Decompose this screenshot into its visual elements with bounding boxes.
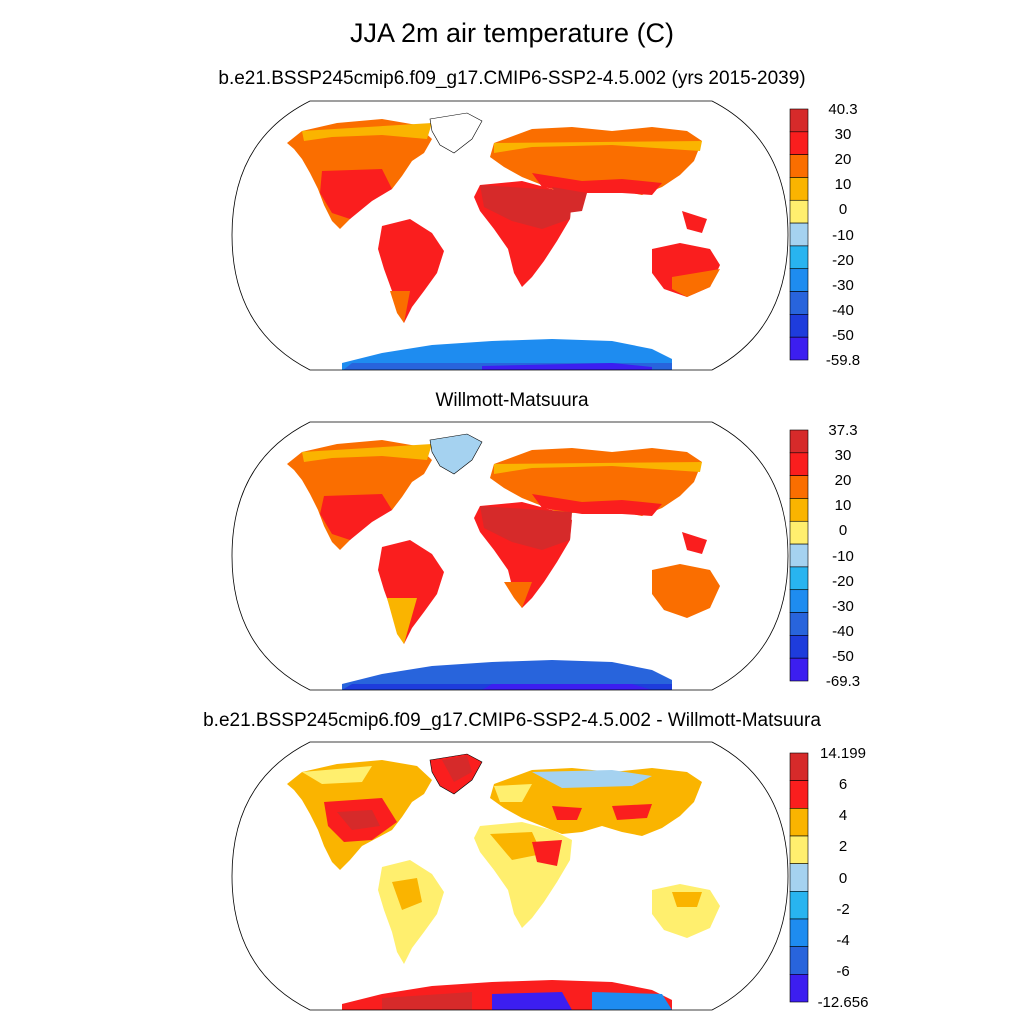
colorbar-panel-1 [789, 108, 809, 361]
colorbar-swatch [789, 131, 809, 155]
map-panel-3 [231, 741, 789, 1011]
colorbar-tick-label: -6 [836, 962, 850, 980]
greenland-region [429, 433, 483, 475]
colorbar-swatch [789, 222, 809, 247]
colorbar-swatch [789, 452, 809, 476]
colorbar-tick-label: -40 [832, 622, 854, 640]
colorbar-tick-label: 40.3 [828, 101, 858, 118]
colorbar-swatch [789, 918, 809, 947]
colorbar-swatch [789, 520, 809, 545]
colorbar-swatch [789, 612, 809, 636]
colorbar-tick-label: -2 [836, 900, 850, 918]
australia-region [652, 564, 720, 618]
colorbar-tick-label: -20 [832, 251, 854, 269]
map-panel-2 [231, 421, 789, 691]
colorbar-tick-label: 30 [834, 126, 852, 144]
colorbar-tick-label: 37.3 [828, 422, 858, 439]
colorbar-panel-3 [789, 752, 809, 1003]
colorbar-tick-label: 10 [834, 497, 852, 515]
south-america-region [378, 860, 444, 964]
colorbar-swatch [789, 566, 809, 591]
colorbar-swatch [789, 863, 809, 892]
colorbar-tick-label: 2 [838, 838, 848, 856]
colorbar-swatch [789, 291, 809, 315]
colorbar-swatch [789, 589, 809, 613]
colorbar-tick-label: -20 [832, 572, 854, 590]
colorbar-swatch [789, 429, 809, 454]
colorbar-swatch [789, 245, 809, 270]
greenland-region [429, 112, 483, 154]
colorbar-tick-label: -59.8 [825, 352, 861, 369]
colorbar-swatch [789, 336, 809, 361]
colorbar-swatch [789, 657, 809, 682]
colorbar-tick-label: -4 [836, 931, 850, 949]
colorbar-swatch [789, 891, 809, 920]
colorbar-tick-label: -40 [832, 301, 854, 319]
panel-1-title: b.e21.BSSP245cmip6.f09_g17.CMIP6-SSP2-4.… [218, 68, 806, 89]
colorbar-tick-label: -69.3 [825, 673, 861, 690]
colorbar-tick-label: -12.656 [817, 994, 869, 1011]
colorbar-swatch [789, 635, 809, 659]
colorbar-swatch [789, 177, 809, 201]
panel-3-title: b.e21.BSSP245cmip6.f09_g17.CMIP6-SSP2-4.… [203, 710, 821, 731]
colorbar-swatch [789, 974, 809, 1003]
colorbar-swatch [789, 154, 809, 178]
colorbar-tick-label: 4 [838, 807, 848, 825]
south-america-region [378, 219, 444, 323]
colorbar-swatch [789, 543, 809, 568]
figure-title: JJA 2m air temperature (C) [349, 18, 675, 48]
map-panel-1 [231, 100, 789, 371]
colorbar-swatch [789, 475, 809, 499]
colorbar-swatch [789, 498, 809, 522]
colorbar-panel-2 [789, 429, 809, 682]
colorbar-tick-label: 0 [838, 522, 848, 540]
colorbar-tick-label: 10 [834, 176, 852, 194]
colorbar-tick-label: -30 [832, 276, 854, 294]
colorbar-tick-label: 30 [834, 447, 852, 465]
panel-2-title: Willmott-Matsuura [435, 390, 589, 411]
colorbar-tick-label: -30 [832, 597, 854, 615]
sahara-hot-region [480, 185, 572, 229]
colorbar-swatch [789, 780, 809, 809]
colorbar-swatch [789, 835, 809, 864]
colorbar-swatch [789, 268, 809, 292]
colorbar-tick-label: 0 [838, 869, 848, 887]
colorbar-swatch [789, 752, 809, 781]
colorbar-swatch [789, 808, 809, 837]
colorbar-tick-label: 20 [834, 151, 852, 169]
colorbar-tick-label: 20 [834, 472, 852, 490]
colorbar-tick-label: -50 [832, 647, 854, 665]
colorbar-tick-label: -10 [832, 547, 854, 565]
colorbar-swatch [789, 199, 809, 224]
colorbar-tick-label: 0 [838, 201, 848, 219]
colorbar-swatch [789, 314, 809, 338]
south-america-region [378, 540, 444, 644]
colorbar-tick-label: 6 [838, 776, 848, 794]
north-america-warm-region [320, 169, 392, 219]
colorbar-tick-label: -10 [832, 226, 854, 244]
colorbar-swatch [789, 946, 809, 975]
colorbar-swatch [789, 108, 809, 133]
colorbar-tick-label: 14.199 [820, 745, 866, 762]
colorbar-tick-label: -50 [832, 326, 854, 344]
